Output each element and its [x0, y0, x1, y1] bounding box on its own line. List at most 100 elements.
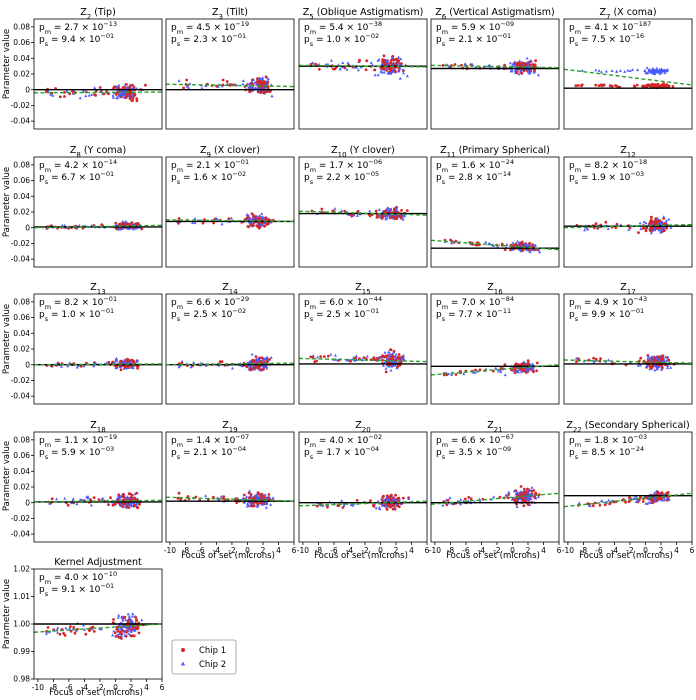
fit-line [166, 83, 294, 88]
chip1-point [116, 629, 120, 633]
pm-value: pm = 1.7 × 10−06 [304, 158, 382, 174]
panel-data [564, 489, 692, 508]
chip1-point [644, 227, 648, 230]
chip2-point [126, 628, 130, 632]
chip1-point [221, 78, 225, 82]
pm-value: pm = 1.8 × 10−03 [569, 433, 647, 449]
chip2-point [252, 77, 255, 81]
chip2-point [127, 616, 131, 620]
chip2-point [126, 612, 130, 616]
chip1-point [522, 69, 526, 73]
panel-title: Z13 [90, 282, 105, 296]
legend-marker-chip-2 [180, 661, 186, 666]
chip2-point [450, 373, 454, 376]
chip2-point [265, 82, 269, 86]
chip1-point [526, 503, 530, 506]
chip1-point [263, 224, 267, 228]
chip1-point [66, 503, 70, 507]
chip2-point [356, 68, 360, 72]
chip2-point [65, 89, 69, 93]
chip2-point [82, 364, 86, 368]
ps-value: ps = 8.5 × 10−24 [569, 445, 644, 461]
chip1-point [509, 248, 512, 252]
chip2-point [193, 221, 197, 225]
pm-value: pm = 1.6 × 10−24 [436, 158, 514, 174]
chip1-point [255, 81, 259, 84]
chip1-point [441, 64, 445, 67]
chip2-point [380, 62, 384, 66]
fit-line [34, 623, 162, 633]
chip2-point [262, 364, 265, 368]
x-tick-label: -2 [228, 546, 236, 555]
x-tick-label: -4 [478, 546, 486, 555]
chip1-point [221, 83, 225, 87]
chip1-point [526, 359, 530, 363]
chip2-point [126, 94, 130, 98]
panel-title: Z5 (Oblique Astigmatism) [303, 7, 424, 21]
chip2-point [385, 216, 389, 220]
chip2-point [368, 209, 372, 213]
chip1-point [247, 496, 251, 500]
x-tick-label: 6 [690, 546, 695, 555]
chip1-point [122, 502, 126, 506]
chip2-point [486, 64, 490, 68]
chip2-point [189, 365, 193, 369]
pm-value: pm = 4.1 × 10−187 [569, 20, 651, 36]
chip1-point [243, 218, 247, 221]
chip2-point [538, 250, 542, 254]
pm-value: pm = 1.1 × 10−19 [39, 433, 117, 449]
chip1-point [503, 248, 507, 252]
chip2-point [126, 497, 130, 501]
chip2-point [658, 358, 662, 361]
chip1-point [387, 504, 391, 508]
chip2-point [83, 498, 87, 502]
chip1-point [593, 501, 597, 505]
chip2-point [519, 370, 523, 373]
chip2-point [526, 490, 530, 494]
x-tick-label: -8 [315, 546, 323, 555]
fit-line [166, 362, 294, 366]
chip2-point [525, 56, 529, 60]
pm-value: pm = 8.2 × 10−01 [39, 295, 117, 311]
pm-value: pm = 6.6 × 10−29 [171, 295, 249, 311]
chip2-point [341, 61, 345, 64]
chip1-point [650, 215, 653, 219]
chip1-point [373, 68, 377, 72]
y-tick-label: 0.02 [13, 208, 30, 217]
chip2-point [530, 362, 534, 366]
ps-value: ps = 5.9 × 10−03 [39, 445, 114, 461]
chip1-point [639, 356, 643, 360]
chip2-point [259, 222, 263, 226]
chip2-point [377, 208, 381, 211]
chip1-point [608, 502, 612, 506]
chip2-point [257, 496, 261, 500]
panel-title: Kernel Adjustment [54, 557, 142, 568]
chip1-point [123, 615, 127, 619]
chip2-point [606, 227, 610, 230]
fit-line [299, 64, 427, 68]
chip2-point [394, 497, 398, 501]
chip1-point [526, 362, 530, 365]
chip2-point [659, 368, 663, 371]
chip1-point [177, 217, 181, 220]
chip2-point [626, 68, 630, 72]
chip2-point [615, 69, 619, 73]
chip2-point [398, 76, 402, 80]
chip1-point [535, 369, 538, 373]
chip2-point [128, 621, 132, 624]
chip2-point [258, 77, 262, 81]
x-tick-label: -10 [562, 546, 574, 555]
chip2-point [378, 215, 382, 219]
chip2-point [131, 614, 134, 618]
ps-value: ps = 2.5 × 10−01 [304, 307, 379, 323]
panel-title: Z2 (Tip) [80, 7, 116, 21]
chip2-point [124, 219, 128, 223]
chip2-point [130, 365, 134, 369]
chip2-point [265, 355, 269, 359]
chip1-point [326, 505, 329, 509]
chip2-point [250, 218, 254, 221]
chip2-point [515, 490, 519, 494]
chip1-point [130, 358, 134, 362]
